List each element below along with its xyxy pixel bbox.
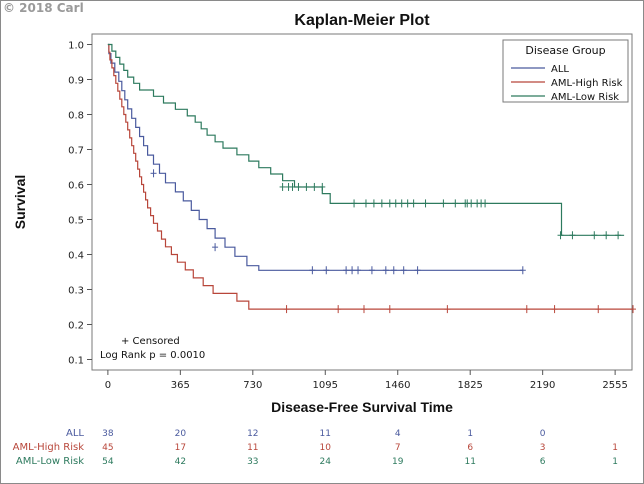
x-tick-label: 1095: [313, 380, 338, 391]
series-line-2: [107, 43, 625, 236]
at-risk-count: 1: [612, 443, 618, 453]
legend-box: [502, 39, 629, 103]
y-tick-label: 0.6: [68, 181, 84, 192]
logrank-note: Log Rank p = 0.0010: [100, 350, 205, 361]
at-risk-count: 17: [175, 443, 186, 453]
at-risk-count: 11: [320, 429, 331, 439]
at-risk-count: 45: [102, 443, 113, 453]
at-risk-count: 3: [540, 443, 546, 453]
x-tick-label: 2190: [530, 380, 555, 391]
y-tick-label: 0.4: [68, 251, 84, 262]
y-tick-label: 0.5: [68, 216, 84, 227]
at-risk-count: 0: [540, 429, 546, 439]
x-tick-label: 365: [171, 380, 190, 391]
censored-note: + Censored: [121, 336, 180, 347]
at-risk-count: 10: [320, 443, 332, 453]
x-tick-label: 0: [105, 380, 111, 391]
y-tick-label: 0.1: [68, 356, 84, 367]
series-line-0: [107, 43, 523, 271]
at-risk-count: 42: [175, 457, 186, 467]
at-risk-count: 1: [467, 429, 473, 439]
legend-title: Disease Group: [525, 44, 605, 57]
at-risk-count: 6: [540, 457, 546, 467]
at-risk-count: 7: [395, 443, 401, 453]
legend-entry: AML-High Risk: [551, 78, 623, 89]
legend-entry: AML-Low Risk: [551, 92, 619, 103]
at-risk-row-label: AML-High Risk: [13, 442, 85, 453]
x-tick-label: 730: [243, 380, 262, 391]
at-risk-row-label: ALL: [66, 428, 84, 439]
at-risk-row-label: AML-Low Risk: [16, 456, 84, 467]
series-line-1: [107, 43, 633, 310]
at-risk-count: 11: [247, 443, 258, 453]
at-risk-count: 12: [247, 429, 258, 439]
x-tick-label: 2555: [602, 380, 627, 391]
y-tick-label: 0.3: [68, 286, 84, 297]
at-risk-count: 33: [247, 457, 258, 467]
at-risk-count: 20: [175, 429, 187, 439]
at-risk-count: 38: [102, 429, 114, 439]
y-tick-label: 0.2: [68, 321, 84, 332]
y-tick-label: 0.7: [68, 146, 84, 157]
x-axis-label: Disease-Free Survival Time: [271, 399, 453, 415]
watermark: © 2018 Carl: [3, 1, 84, 15]
at-risk-count: 11: [464, 457, 475, 467]
x-tick-label: 1460: [385, 380, 410, 391]
at-risk-count: 19: [392, 457, 404, 467]
at-risk-count: 24: [320, 457, 332, 467]
at-risk-count: 54: [102, 457, 114, 467]
y-tick-label: 1.0: [68, 41, 84, 52]
legend-entry: ALL: [551, 64, 569, 75]
y-tick-label: 0.9: [68, 76, 84, 87]
at-risk-count: 1: [612, 457, 618, 467]
plot-area: [91, 33, 633, 371]
at-risk-count: 6: [467, 443, 473, 453]
y-tick-label: 0.8: [68, 111, 84, 122]
y-axis-label: Survival: [12, 175, 28, 229]
chart-title: Kaplan-Meier Plot: [294, 12, 430, 29]
x-tick-label: 1825: [457, 380, 482, 391]
at-risk-count: 4: [395, 429, 401, 439]
